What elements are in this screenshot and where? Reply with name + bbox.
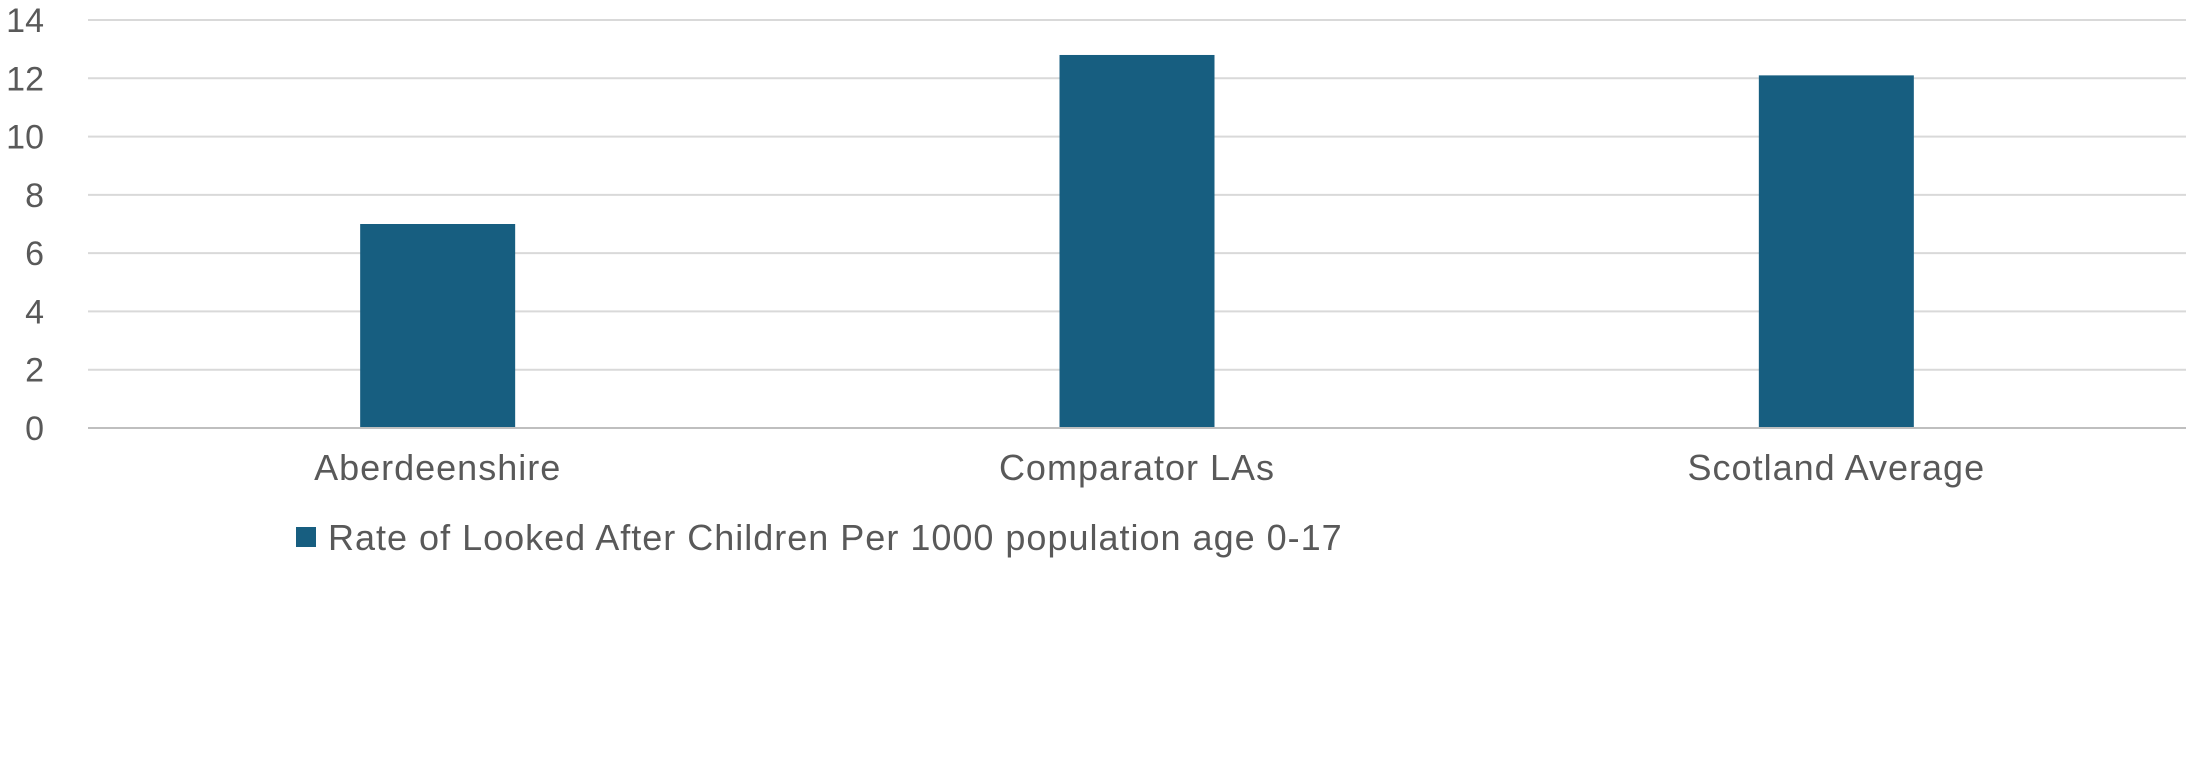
legend-swatch <box>296 527 316 547</box>
legend-label: Rate of Looked After Children Per 1000 p… <box>328 517 1343 558</box>
y-tick-label: 6 <box>25 235 44 273</box>
y-tick-label: 12 <box>6 60 44 98</box>
legend: Rate of Looked After Children Per 1000 p… <box>296 517 1343 558</box>
y-tick-label: 14 <box>6 2 44 40</box>
bars <box>360 54 1914 428</box>
y-axis-tick-labels: 0 2 4 6 8 10 12 14 <box>6 2 44 448</box>
x-category-label: Comparator LAs <box>999 447 1275 488</box>
x-axis-category-labels: Aberdeenshire Comparator LAs Scotland Aver… <box>314 447 1986 488</box>
y-tick-label: 4 <box>25 293 44 331</box>
x-category-label: Aberdeenshire <box>314 447 561 488</box>
y-tick-label: 8 <box>25 177 44 215</box>
y-tick-label: 2 <box>25 352 44 390</box>
bar <box>1758 75 1914 428</box>
y-tick-label: 10 <box>6 119 44 157</box>
x-category-label: Scotland Average <box>1688 447 1986 488</box>
bar <box>1059 54 1215 428</box>
y-tick-label: 0 <box>25 410 44 448</box>
bar <box>360 224 516 428</box>
